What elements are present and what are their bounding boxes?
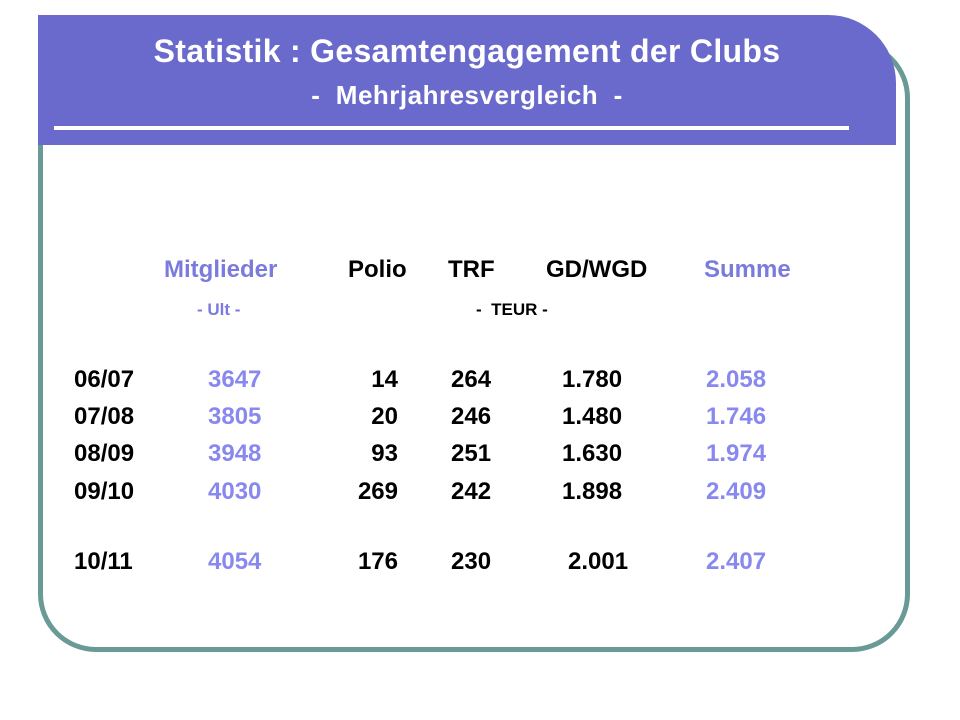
title-underline	[54, 126, 849, 130]
cell-trf: 246	[451, 403, 492, 430]
row-year: 07/08	[74, 403, 135, 430]
cell-trf: 251	[451, 440, 492, 467]
slide-title: Statistik : Gesamtengagement der Clubs	[153, 33, 781, 69]
cell-polio: 176	[357, 548, 398, 575]
cell-mitglieder: 3805	[208, 403, 262, 430]
cell-summe: 2.407	[706, 548, 767, 575]
unit-label-teur: - TEUR -	[476, 300, 548, 319]
cell-gd-wgd: 1.630	[562, 440, 623, 467]
header-polio: Polio	[348, 256, 407, 283]
header-gd-wgd: GD/WGD	[546, 256, 648, 283]
cell-polio: 93	[371, 440, 398, 467]
cell-polio: 20	[371, 403, 398, 430]
title-banner	[38, 15, 896, 145]
row-year: 10/11	[74, 548, 133, 575]
cell-mitglieder: 4054	[208, 548, 262, 575]
slide-subtitle: - Mehrjahresvergleich -	[311, 80, 623, 110]
header-mitglieder: Mitglieder	[164, 256, 278, 283]
cell-trf: 242	[451, 478, 492, 505]
cell-gd-wgd: 1.480	[562, 403, 623, 430]
cell-gd-wgd: 2.001	[568, 548, 629, 575]
unit-label-mitglieder: - Ult -	[197, 300, 241, 319]
header-trf: TRF	[448, 256, 495, 283]
row-year: 08/09	[74, 440, 135, 467]
cell-polio: 269	[357, 478, 398, 505]
cell-summe: 2.058	[706, 366, 767, 393]
cell-mitglieder: 3647	[208, 366, 262, 393]
cell-summe: 1.974	[706, 440, 767, 467]
cell-summe: 1.746	[706, 403, 767, 430]
cell-gd-wgd: 1.780	[562, 366, 623, 393]
cell-mitglieder: 4030	[208, 478, 262, 505]
row-year: 09/10	[74, 478, 135, 505]
cell-gd-wgd: 1.898	[562, 478, 623, 505]
cell-mitglieder: 3948	[208, 440, 262, 467]
cell-summe: 2.409	[706, 478, 767, 505]
header-summe: Summe	[704, 256, 791, 283]
cell-trf: 264	[451, 366, 492, 393]
cell-polio: 14	[371, 366, 398, 393]
row-year: 06/07	[74, 366, 135, 393]
cell-trf: 230	[451, 548, 492, 575]
